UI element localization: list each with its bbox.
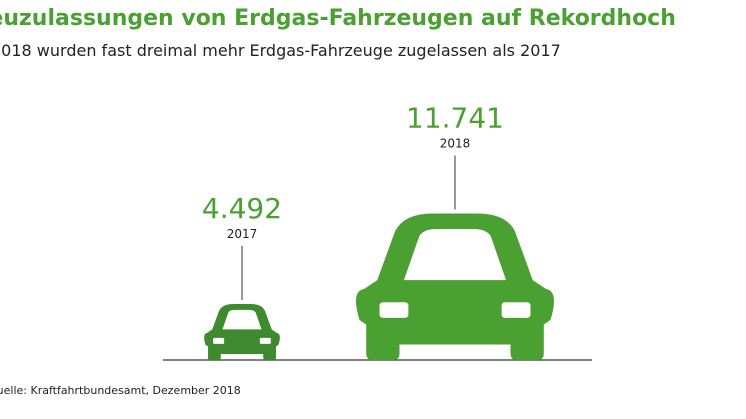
car-headlight-right: [501, 302, 531, 318]
car-windshield: [222, 309, 262, 330]
car-headlight-right: [259, 337, 271, 344]
car-mark-2018: [355, 213, 555, 360]
car-headlight-left: [379, 302, 409, 318]
year-label: 2018: [440, 136, 471, 150]
source-note: Quelle: Kraftfahrtbundesamt, Dezember 20…: [0, 384, 241, 397]
page-subtitle: 2018 wurden fast dreimal mehr Erdgas-Fah…: [0, 41, 561, 60]
value-label: 11.741: [406, 101, 504, 134]
page-title: Neuzulassungen von Erdgas-Fahrzeugen auf…: [0, 6, 676, 31]
year-label: 2017: [227, 227, 258, 241]
car-body: [204, 303, 280, 360]
car-mark-2017: [204, 303, 280, 360]
car-body: [355, 213, 555, 360]
car-headlight-left: [213, 337, 225, 344]
car-windshield: [403, 229, 507, 281]
value-label: 4.492: [202, 192, 282, 225]
